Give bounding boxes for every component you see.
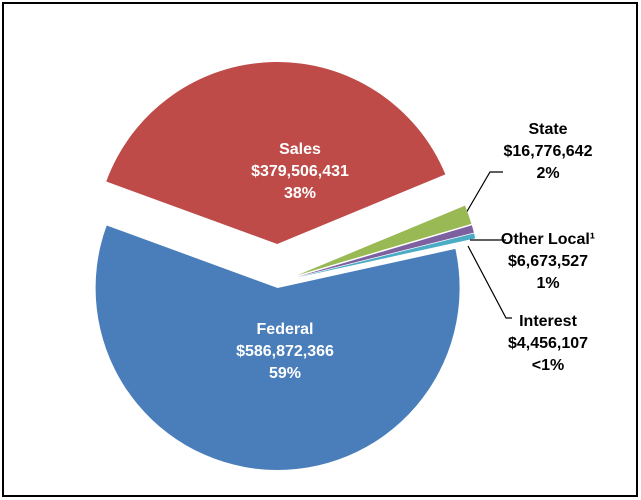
slice-value-label: $6,673,527 [508,253,588,270]
slice-name: Sales [279,141,321,158]
leader-line [467,245,512,319]
slice-value-label: $586,872,366 [236,343,334,360]
slice-name: Other Local¹ [501,231,595,248]
pie-slice [95,225,460,470]
slice-percent-label: 1% [536,275,559,292]
slice-percent-label: 2% [536,165,559,182]
pie-slice [106,62,446,245]
slice-percent-label: <1% [532,357,564,374]
leader-line [461,171,503,221]
pie-slice [297,225,474,277]
slice-percent-label: 38% [284,185,316,202]
slice-value-label: $16,776,642 [504,143,593,160]
slice-name: State [528,121,567,138]
pie-slice [297,233,476,278]
slice-name: Federal [257,321,314,338]
pie-slice [296,205,472,276]
slice-percent-label: 59% [269,365,301,382]
slice-value-label: $379,506,431 [251,163,349,180]
slice-name: Interest [519,313,577,330]
slice-value-label: $4,456,107 [508,335,588,352]
